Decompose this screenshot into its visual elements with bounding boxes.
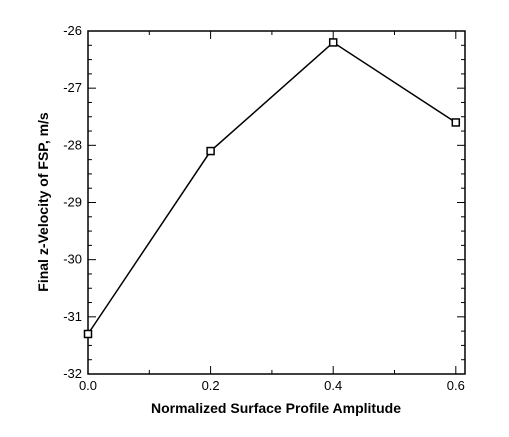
y-axis-label: Final z-Velocity of FSP, m/s	[35, 112, 51, 292]
data-point-marker	[328, 38, 338, 47]
y-tick-label: -27	[63, 80, 82, 95]
x-tick-label: 0.4	[324, 378, 342, 393]
plot-frame	[87, 30, 466, 375]
y-tick-label: -28	[63, 137, 82, 152]
x-tick-label: 0.2	[202, 378, 220, 393]
data-point-marker	[83, 329, 93, 339]
x-tick-label: 0.6	[447, 378, 465, 393]
x-axis-ticks: 0.0 0.2 0.4 0.6	[79, 31, 465, 393]
x-tick-label: 0.0	[79, 378, 97, 393]
y-tick-label: -30	[63, 252, 82, 267]
series-line	[87, 41, 457, 335]
data-point-marker	[451, 118, 461, 127]
y-axis-ticks: -32 -31 -30 -29 -28 -27 -26	[63, 23, 465, 381]
y-tick-label: -31	[63, 309, 82, 324]
y-tick-label: -26	[63, 23, 82, 38]
y-tick-label: -32	[63, 366, 82, 381]
y-tick-label: -29	[63, 195, 82, 210]
x-axis-label: Normalized Surface Profile Amplitude	[151, 400, 401, 416]
data-point-marker	[206, 146, 215, 156]
series-layer	[83, 38, 461, 339]
